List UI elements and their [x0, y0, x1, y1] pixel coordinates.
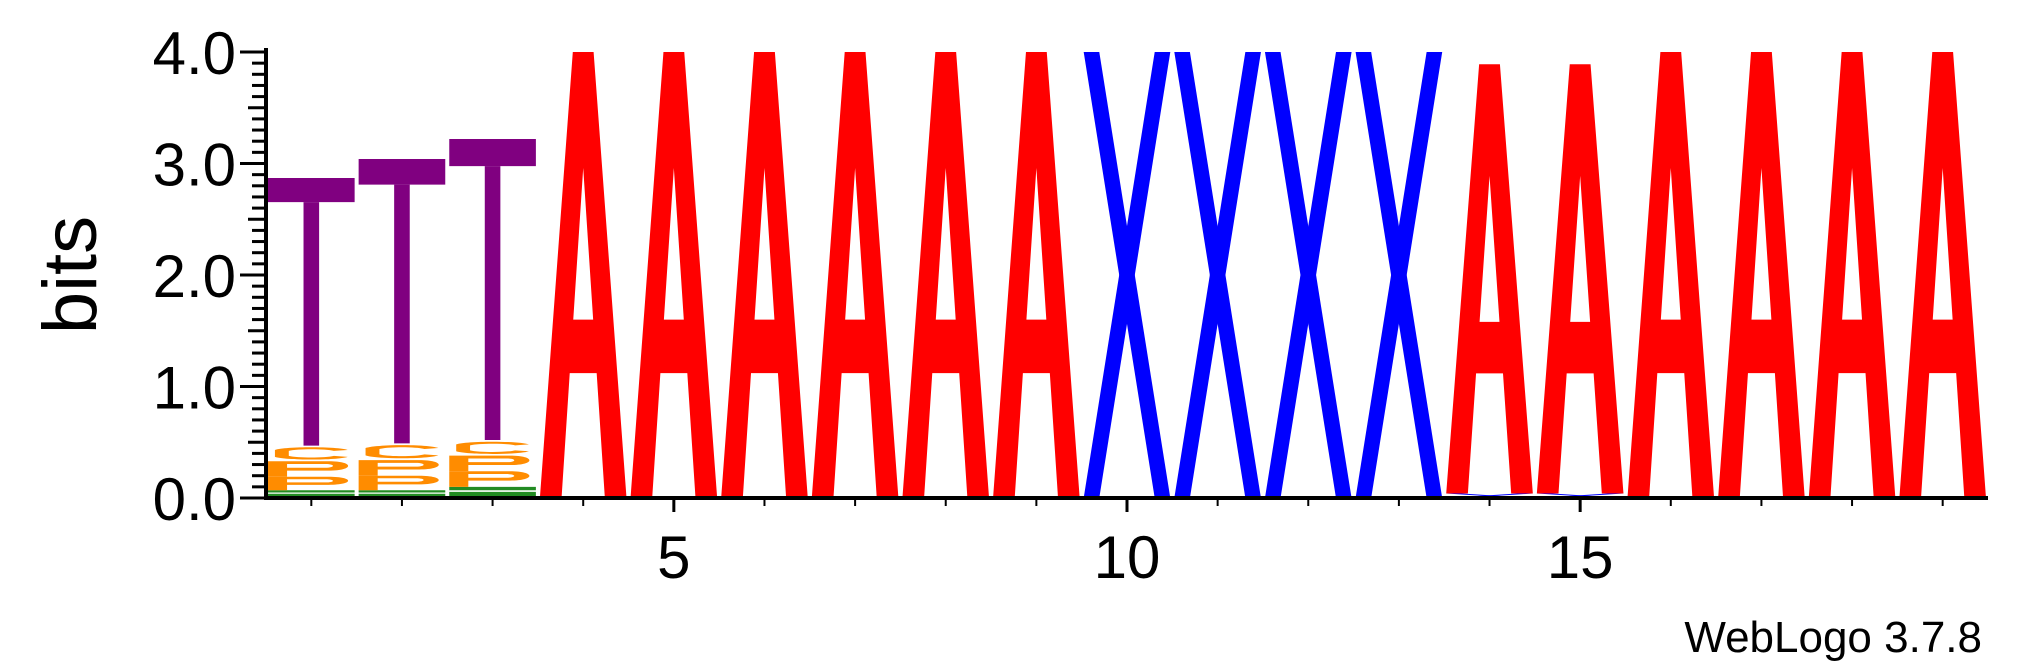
logo-column-18: [1808, 52, 1896, 498]
y-tick-label: 0.0: [153, 466, 236, 533]
y-tick-label: 3.0: [153, 132, 236, 199]
glyph-C-pos-2-3: [365, 445, 439, 459]
glyph-A-pos-14-1: [1446, 64, 1533, 494]
glyph-X-pos-12-0: [1264, 52, 1352, 498]
glyph-P-pos-1-2: [268, 461, 349, 477]
glyph-P-pos-1-1: [268, 476, 349, 491]
logo-column-16: [1627, 52, 1715, 498]
glyph-C-pos-1-3: [274, 447, 348, 460]
logo-column-19: [1899, 52, 1986, 498]
glyph-A-pos-18-0: [1808, 52, 1896, 498]
glyph-A-pos-6-0: [721, 52, 808, 498]
glyph-X-pos-11-0: [1174, 52, 1261, 498]
glyph-A-pos-9-0: [993, 52, 1080, 498]
axes: 0.0 1.0 2.0 3.0 4.0 5 10 15: [153, 20, 1988, 591]
glyph-T-pos-3-4: [449, 138, 536, 441]
glyph-A-pos-15-1: [1536, 64, 1624, 494]
glyph-X-pos-13-0: [1355, 52, 1443, 498]
glyph-P-pos-2-2: [358, 460, 439, 476]
y-tick-label: 1.0: [153, 355, 236, 422]
glyph-C-pos-3-3: [456, 441, 529, 454]
logo-column-13: [1355, 52, 1443, 498]
glyph-A-pos-5-0: [630, 52, 718, 498]
logo-column-17: [1718, 52, 1805, 498]
logo-column-1: [268, 178, 355, 498]
logo-column-8: [902, 52, 990, 498]
logo-column-2: [358, 159, 446, 498]
logo-column-14: [1446, 64, 1533, 498]
logo-column-7: [811, 52, 899, 498]
x-tick-label: 15: [1547, 524, 1614, 591]
logo-column-3: [449, 138, 536, 498]
glyph-T-pos-1-4: [268, 178, 355, 446]
x-tick-label: 10: [1094, 524, 1161, 591]
logo-column-5: [630, 52, 718, 498]
glyph-A-pos-4-0: [539, 52, 627, 498]
logo-column-10: [1083, 52, 1171, 498]
logo-column-15: [1536, 64, 1624, 498]
glyph-P-pos-3-2: [449, 455, 530, 472]
glyph-P-pos-3-1: [449, 471, 530, 487]
glyph-A-pos-19-0: [1899, 52, 1986, 498]
logo-column-9: [993, 52, 1080, 498]
x-tick-label: 5: [657, 524, 690, 591]
glyph-A-pos-7-0: [811, 52, 899, 498]
y-tick-label: 4.0: [153, 20, 236, 87]
glyph-P-pos-2-1: [358, 475, 439, 491]
glyph-A-pos-8-0: [902, 52, 990, 498]
logo-column-12: [1264, 52, 1352, 498]
logo-column-6: [721, 52, 808, 498]
logo-column-4: [539, 52, 627, 498]
glyph-A-pos-17-0: [1718, 52, 1805, 498]
weblogo-credit: WebLogo 3.7.8: [1684, 613, 1982, 662]
logo-column-11: [1174, 52, 1261, 498]
glyph-X-pos-10-0: [1083, 52, 1171, 498]
glyph-T-pos-2-4: [358, 159, 446, 444]
y-axis-label: bits: [28, 216, 113, 334]
glyph-G-pos-3-0: [449, 486, 536, 498]
letter-stacks: [268, 52, 1986, 498]
glyph-A-pos-16-0: [1627, 52, 1715, 498]
y-tick-label: 2.0: [153, 243, 236, 310]
